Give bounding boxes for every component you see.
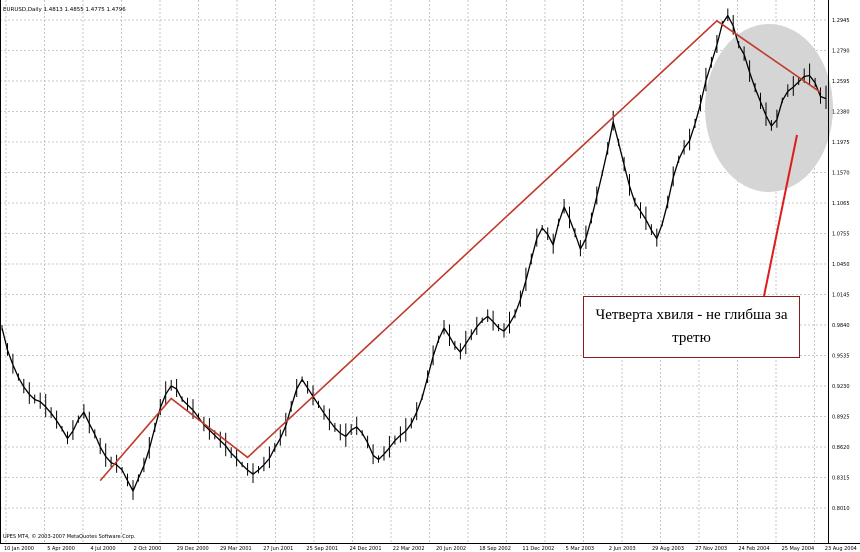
x-tick-label: 23 Aug 2004 <box>825 546 857 552</box>
y-tick-label: 0.8010 <box>832 506 850 512</box>
x-tick-label: 25 May 2004 <box>782 546 815 552</box>
price-series-line <box>1 14 827 492</box>
x-tick-label: 11 Dec 2002 <box>522 546 554 552</box>
x-tick-label: 29 Aug 2003 <box>652 546 684 552</box>
x-tick-label: 24 Feb 2004 <box>738 546 769 552</box>
y-tick-label: 0.9840 <box>832 323 850 329</box>
callout-text: Четверта хвиля - не глибша за третю <box>595 307 788 346</box>
x-tick-label: 27 Nov 2003 <box>695 546 727 552</box>
x-tick-label: 20 Jun 2002 <box>436 546 466 552</box>
x-tick-label: 18 Sep 2002 <box>479 546 511 552</box>
y-tick-label: 1.2595 <box>832 79 850 85</box>
y-tick-label: 1.2790 <box>832 49 850 55</box>
x-tick-label: 22 Mar 2002 <box>393 546 425 552</box>
x-tick-label: 29 Mar 2001 <box>220 546 252 552</box>
x-tick-label: 5 Mar 2003 <box>566 546 595 552</box>
x-tick-label: 2 Oct 2000 <box>134 546 162 552</box>
y-tick-label: 1.1975 <box>832 140 850 146</box>
y-tick-label: 0.8620 <box>832 445 850 451</box>
y-tick-label: 0.8925 <box>832 415 850 421</box>
chart-copyright: UPES MT4, © 2003-2007 MetaQuotes Softwar… <box>3 533 136 540</box>
y-tick-label: 0.9230 <box>832 384 850 390</box>
y-tick-label: 1.2945 <box>832 18 850 24</box>
y-tick-label: 1.0755 <box>832 232 850 238</box>
x-tick-label: 27 Jun 2001 <box>263 546 293 552</box>
x-tick-label: 29 Dec 2000 <box>177 546 209 552</box>
y-tick-label: 0.8315 <box>832 476 850 482</box>
wave-four-highlight <box>705 24 833 192</box>
x-tick-label: 24 Dec 2001 <box>350 546 382 552</box>
y-tick-label: 1.0450 <box>832 262 850 268</box>
y-tick-label: 1.1065 <box>832 201 850 207</box>
elliott-wave-line <box>99 19 821 482</box>
x-tick-label: 25 Sep 2001 <box>306 546 338 552</box>
y-tick-label: 1.2380 <box>832 110 850 116</box>
x-tick-label: 5 Apr 2000 <box>47 546 75 552</box>
y-tick-label: 1.1570 <box>832 171 850 177</box>
chart-grid <box>0 0 828 543</box>
y-tick-label: 1.0145 <box>832 293 850 299</box>
x-tick-label: 10 Jan 2000 <box>4 546 34 552</box>
y-axis-labels: 1.2945 1.2790 1.2595 1.2380 1.1975 1.1570 1.10… <box>832 18 850 512</box>
x-axis-labels: 10 Jan 2000 5 Apr 2000 4 Jul 2000 2 Oct 200… <box>4 546 857 552</box>
wave-annotation-callout: Четверта хвиля - не глибша за третю <box>583 296 800 358</box>
callout-pointer <box>763 134 798 297</box>
price-bars <box>1 8 827 500</box>
y-tick-label: 0.9535 <box>832 354 850 360</box>
x-tick-label: 2 Jun 2003 <box>609 546 636 552</box>
x-tick-label: 4 Jul 2000 <box>90 546 115 552</box>
chart-header: EURUSD,Daily 1.4813 1.4855 1.4775 1.4796 <box>3 7 126 13</box>
